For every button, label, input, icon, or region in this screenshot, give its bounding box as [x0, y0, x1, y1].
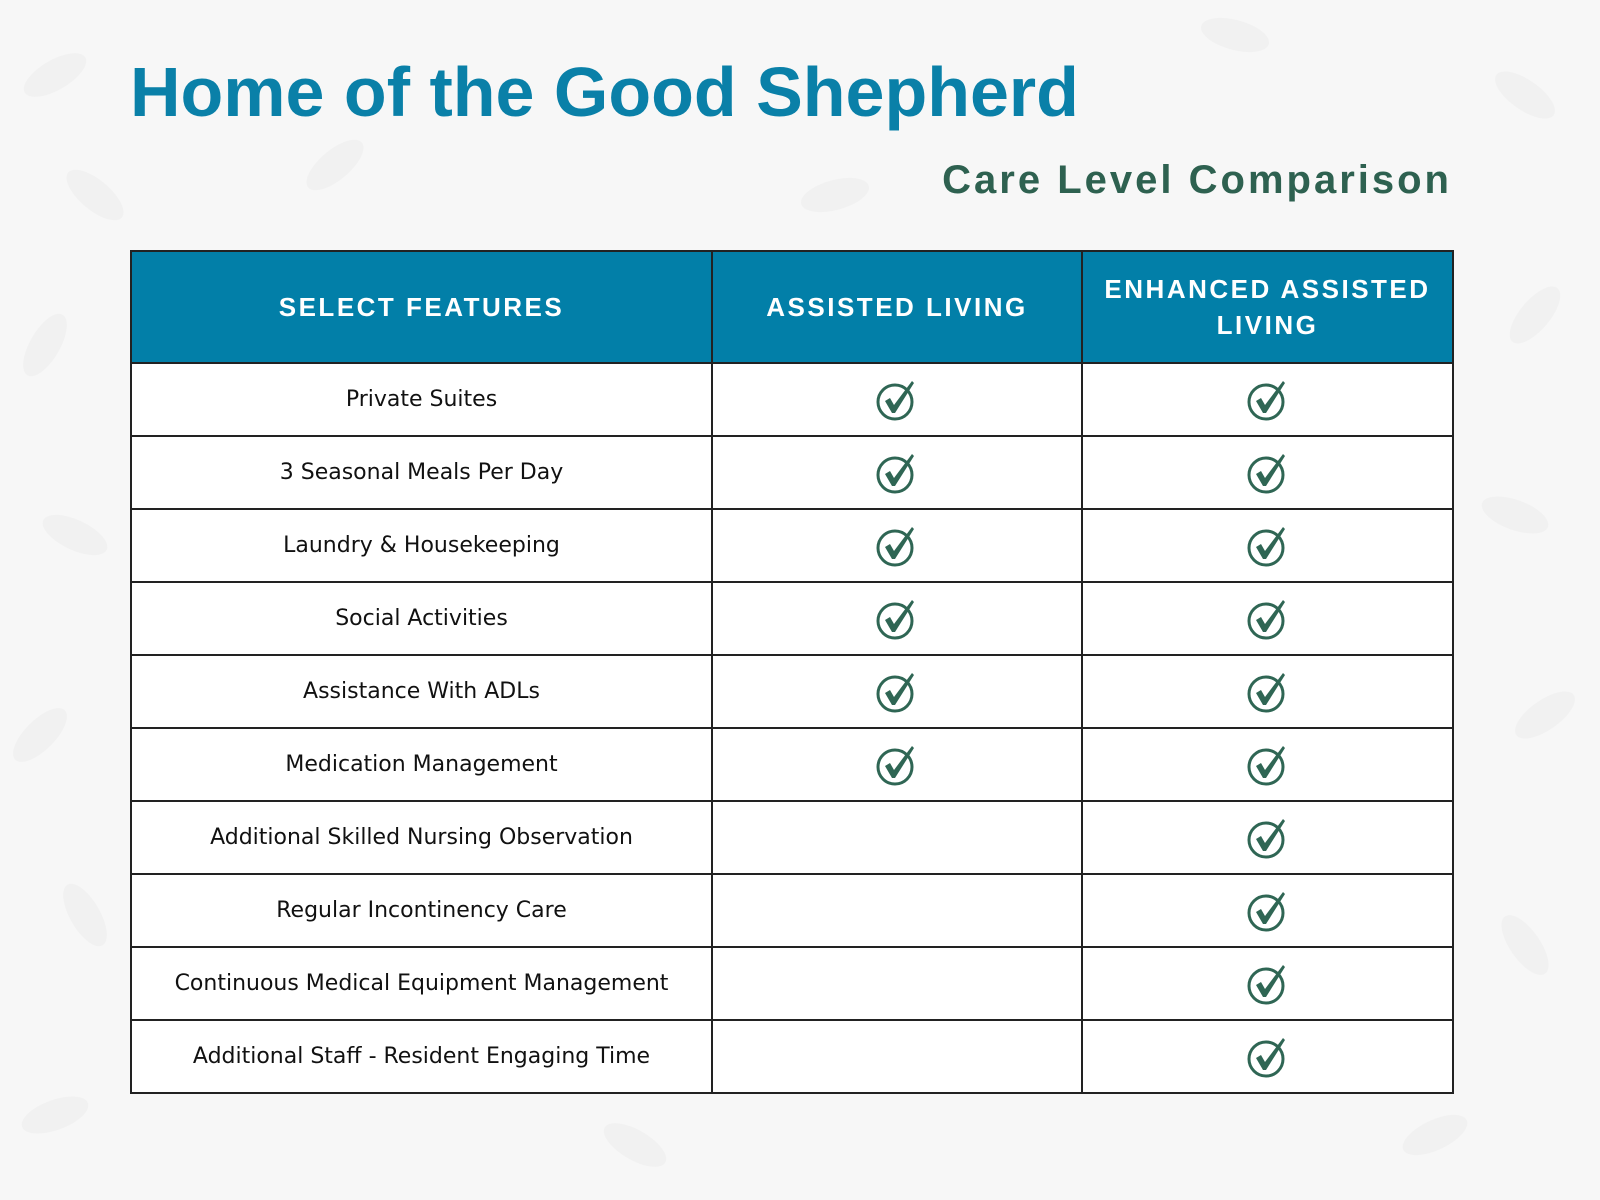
table-row: Private Suites [130, 362, 1454, 437]
assisted-living-cell [711, 946, 1083, 1021]
enhanced-assisted-living-cell [1081, 873, 1454, 948]
assisted-living-cell [711, 800, 1083, 875]
column-header-features: SELECT FEATURES [130, 250, 713, 364]
column-header-assisted-living: ASSISTED LIVING [711, 250, 1083, 364]
enhanced-assisted-living-cell [1081, 581, 1454, 656]
assisted-living-cell [711, 581, 1083, 656]
feature-name: Additional Staff - Resident Engaging Tim… [130, 1019, 713, 1094]
table-row: Regular Incontinency Care [130, 873, 1454, 948]
feature-name: Additional Skilled Nursing Observation [130, 800, 713, 875]
table-row: Medication Management [130, 727, 1454, 802]
feature-name: Private Suites [130, 362, 713, 437]
enhanced-assisted-living-cell [1081, 362, 1454, 437]
check-circle-icon [1247, 380, 1285, 420]
check-circle-icon [876, 672, 914, 712]
enhanced-assisted-living-cell [1081, 1019, 1454, 1094]
feature-name: Regular Incontinency Care [130, 873, 713, 948]
check-circle-icon [1247, 818, 1285, 858]
enhanced-assisted-living-cell [1081, 654, 1454, 729]
enhanced-assisted-living-cell [1081, 727, 1454, 802]
check-circle-icon [1247, 672, 1285, 712]
enhanced-assisted-living-cell [1081, 800, 1454, 875]
page-subtitle: Care Level Comparison [942, 158, 1452, 202]
assisted-living-cell [711, 362, 1083, 437]
check-circle-icon [876, 453, 914, 493]
check-circle-icon [876, 526, 914, 566]
assisted-living-cell [711, 654, 1083, 729]
assisted-living-cell [711, 1019, 1083, 1094]
check-circle-icon [1247, 526, 1285, 566]
assisted-living-cell [711, 508, 1083, 583]
column-header-enhanced-assisted-living: ENHANCED ASSISTED LIVING [1081, 250, 1454, 364]
table-row: Additional Staff - Resident Engaging Tim… [130, 1019, 1454, 1094]
enhanced-assisted-living-cell [1081, 508, 1454, 583]
enhanced-assisted-living-cell [1081, 946, 1454, 1021]
check-circle-icon [1247, 964, 1285, 1004]
table-row: Additional Skilled Nursing Observation [130, 800, 1454, 875]
table-row: Assistance With ADLs [130, 654, 1454, 729]
check-circle-icon [1247, 745, 1285, 785]
page-title: Home of the Good Shepherd [130, 53, 1079, 131]
feature-name: Laundry & Housekeeping [130, 508, 713, 583]
feature-name: Continuous Medical Equipment Management [130, 946, 713, 1021]
check-circle-icon [1247, 453, 1285, 493]
feature-name: 3 Seasonal Meals Per Day [130, 435, 713, 510]
check-circle-icon [1247, 1037, 1285, 1077]
table-row: Laundry & Housekeeping [130, 508, 1454, 583]
check-circle-icon [1247, 599, 1285, 639]
table-header-row: SELECT FEATURES ASSISTED LIVING ENHANCED… [130, 250, 1454, 364]
comparison-table: SELECT FEATURES ASSISTED LIVING ENHANCED… [130, 250, 1454, 1094]
check-circle-icon [876, 745, 914, 785]
table-row: Continuous Medical Equipment Management [130, 946, 1454, 1021]
assisted-living-cell [711, 435, 1083, 510]
check-circle-icon [876, 599, 914, 639]
check-circle-icon [1247, 891, 1285, 931]
assisted-living-cell [711, 727, 1083, 802]
feature-name: Medication Management [130, 727, 713, 802]
feature-name: Assistance With ADLs [130, 654, 713, 729]
table-row: 3 Seasonal Meals Per Day [130, 435, 1454, 510]
table-row: Social Activities [130, 581, 1454, 656]
feature-name: Social Activities [130, 581, 713, 656]
enhanced-assisted-living-cell [1081, 435, 1454, 510]
check-circle-icon [876, 380, 914, 420]
assisted-living-cell [711, 873, 1083, 948]
